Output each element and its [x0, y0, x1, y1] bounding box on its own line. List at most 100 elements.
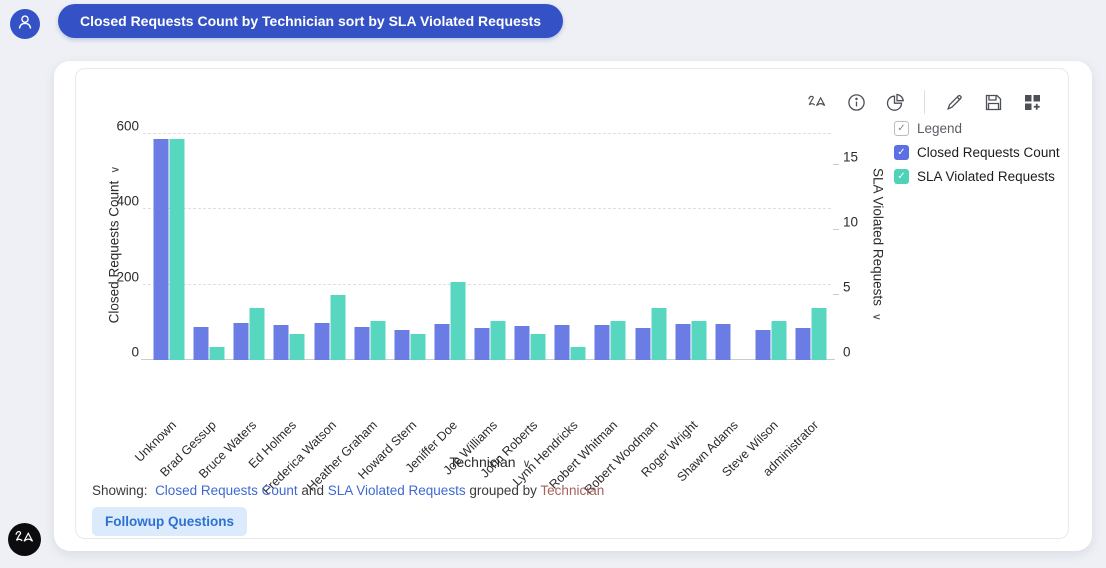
bar-group: Bruce Waters — [196, 121, 269, 481]
legend-panel: ✓ Legend ✓ Closed Requests Count ✓ SLA V… — [894, 121, 1064, 193]
showing-label: Showing: — [92, 483, 148, 498]
zia-logo-button[interactable] — [8, 523, 41, 556]
legend-header-row: ✓ Legend — [894, 121, 1064, 136]
bar-group: Steve Wilson — [719, 121, 791, 479]
bar-group: Jeniffer Doe — [402, 121, 470, 475]
gridline — [143, 208, 831, 210]
bar-closed-requests-count[interactable] — [675, 323, 691, 360]
bar-sla-violated-requests[interactable] — [289, 334, 305, 360]
gridline — [143, 283, 831, 285]
user-avatar — [10, 9, 40, 39]
showing-summary: Showing: Closed Requests Count and SLA V… — [92, 483, 605, 498]
y-tick-label-left: 200 — [116, 269, 139, 285]
bar-sla-violated-requests[interactable] — [691, 321, 707, 360]
bar-group: Ed Holmes — [246, 121, 309, 471]
bar-sla-violated-requests[interactable] — [330, 295, 346, 360]
bar-closed-requests-count[interactable] — [715, 324, 731, 360]
measure1-link[interactable]: Closed Requests Count — [155, 483, 298, 498]
left-axis-title: Closed Requests Count∨ — [106, 165, 122, 324]
bar-closed-requests-count[interactable] — [514, 326, 530, 360]
bar-closed-requests-count[interactable] — [755, 329, 771, 360]
bar-sla-violated-requests[interactable] — [610, 321, 626, 360]
gridline — [143, 132, 831, 134]
bar-group: John Roberts — [478, 121, 550, 480]
followup-questions-button[interactable]: Followup Questions — [92, 507, 247, 536]
chart-card: ✓ Legend ✓ Closed Requests Count ✓ SLA V… — [54, 61, 1092, 551]
zia-insights-icon[interactable] — [807, 92, 827, 112]
bar-group: Robert Whitman — [547, 121, 630, 492]
y-tick-label-right: 15 — [843, 149, 859, 165]
bar-closed-requests-count[interactable] — [795, 327, 811, 360]
legend-item: ✓ Closed Requests Count — [894, 145, 1064, 160]
bar-groups: Unknown Brad Gessup Bruce Waters Ed Holmes F… — [132, 121, 831, 497]
bar-sla-violated-requests[interactable] — [209, 347, 225, 360]
y-tick-label-left: 0 — [131, 344, 139, 360]
legend-item-label: Closed Requests Count — [917, 145, 1060, 160]
bar-sla-violated-requests[interactable] — [651, 308, 667, 360]
bar-sla-violated-requests[interactable] — [370, 321, 386, 360]
bar-group: Shawn Adams — [674, 121, 751, 484]
bar-closed-requests-count[interactable] — [193, 326, 209, 360]
bar-sla-violated-requests[interactable] — [771, 321, 787, 360]
bar-closed-requests-count[interactable] — [594, 325, 610, 360]
bar-group: administrator — [760, 121, 831, 479]
bar-group: Frederica Watson — [260, 121, 350, 497]
bar-closed-requests-count[interactable] — [474, 327, 490, 360]
y-tick-label-left: 400 — [116, 193, 139, 209]
y-tick-label-right: 10 — [843, 214, 859, 230]
chat-header: Closed Requests Count by Technician sort… — [0, 0, 1106, 46]
plot-area: 0 200 400 600 0 5 10 15 Unknown Brad Gessup Bruce … — [116, 118, 858, 497]
y-tick-label-right: 0 — [843, 344, 851, 360]
query-pill: Closed Requests Count by Technician sort… — [58, 4, 564, 38]
bar-closed-requests-count[interactable] — [273, 325, 289, 360]
y-tick-label-right: 5 — [843, 279, 851, 295]
bar-sla-violated-requests[interactable] — [249, 308, 265, 360]
x-axis-title: Technician ∨ — [449, 454, 531, 470]
bar-closed-requests-count[interactable] — [394, 329, 410, 360]
info-icon[interactable] — [846, 92, 866, 112]
bar-closed-requests-count[interactable] — [314, 323, 330, 360]
dimension-link[interactable]: Technician — [540, 483, 605, 498]
zia-logo-icon — [14, 529, 35, 551]
bar-sla-violated-requests[interactable] — [490, 321, 506, 360]
toolbar-divider — [924, 90, 925, 114]
bar-group: Heather Graham — [304, 121, 390, 494]
save-icon[interactable] — [983, 92, 1003, 112]
bar-closed-requests-count[interactable] — [233, 323, 249, 360]
edit-icon[interactable] — [944, 92, 964, 112]
legend-checkbox-sla-violated[interactable]: ✓ — [894, 169, 909, 184]
bar-sla-violated-requests[interactable] — [169, 139, 185, 360]
bar-closed-requests-count[interactable] — [554, 325, 570, 360]
bar-group: Brad Gessup — [158, 121, 229, 479]
legend-item: ✓ SLA Violated Requests — [894, 169, 1064, 184]
measure2-link[interactable]: SLA Violated Requests — [327, 483, 466, 498]
bar-closed-requests-count[interactable] — [153, 139, 169, 360]
right-axis-menu-chevron-icon[interactable]: ∨ — [870, 312, 883, 321]
y-tick-label-left: 600 — [116, 118, 139, 134]
right-tick-mark — [833, 294, 839, 296]
bar-group: Lynn Hendricks — [510, 121, 590, 488]
bar-sla-violated-requests[interactable] — [570, 347, 586, 360]
legend-checkbox-closed-requests[interactable]: ✓ — [894, 145, 909, 160]
bar-sla-violated-requests[interactable] — [450, 282, 466, 360]
chart-toolbar — [807, 89, 1042, 115]
legend-master-checkbox[interactable]: ✓ — [894, 121, 909, 136]
x-axis-menu-chevron-icon[interactable]: ∨ — [522, 458, 531, 470]
legend-item-label: SLA Violated Requests — [917, 169, 1055, 184]
bar-closed-requests-count[interactable] — [354, 326, 370, 360]
bar-sla-violated-requests[interactable] — [530, 334, 546, 360]
bar-sla-violated-requests[interactable] — [811, 308, 827, 360]
bar-sla-violated-requests[interactable] — [410, 334, 426, 360]
bar-group: Robert Woodman — [581, 121, 671, 497]
add-to-dashboard-icon[interactable] — [1022, 92, 1042, 112]
bar-group: Unknown — [132, 121, 189, 465]
bar-closed-requests-count[interactable] — [635, 327, 651, 360]
right-axis-title: SLA Violated Requests∨ — [870, 168, 886, 321]
bar-closed-requests-count[interactable] — [434, 323, 450, 360]
left-axis-menu-chevron-icon[interactable]: ∨ — [109, 165, 122, 174]
chart-type-icon[interactable] — [885, 92, 905, 112]
bar-group: Joe Williams — [440, 121, 510, 478]
bar-group: Roger Wright — [639, 121, 711, 480]
legend-title: Legend — [917, 121, 963, 136]
chart-panel: ✓ Legend ✓ Closed Requests Count ✓ SLA V… — [75, 68, 1069, 539]
